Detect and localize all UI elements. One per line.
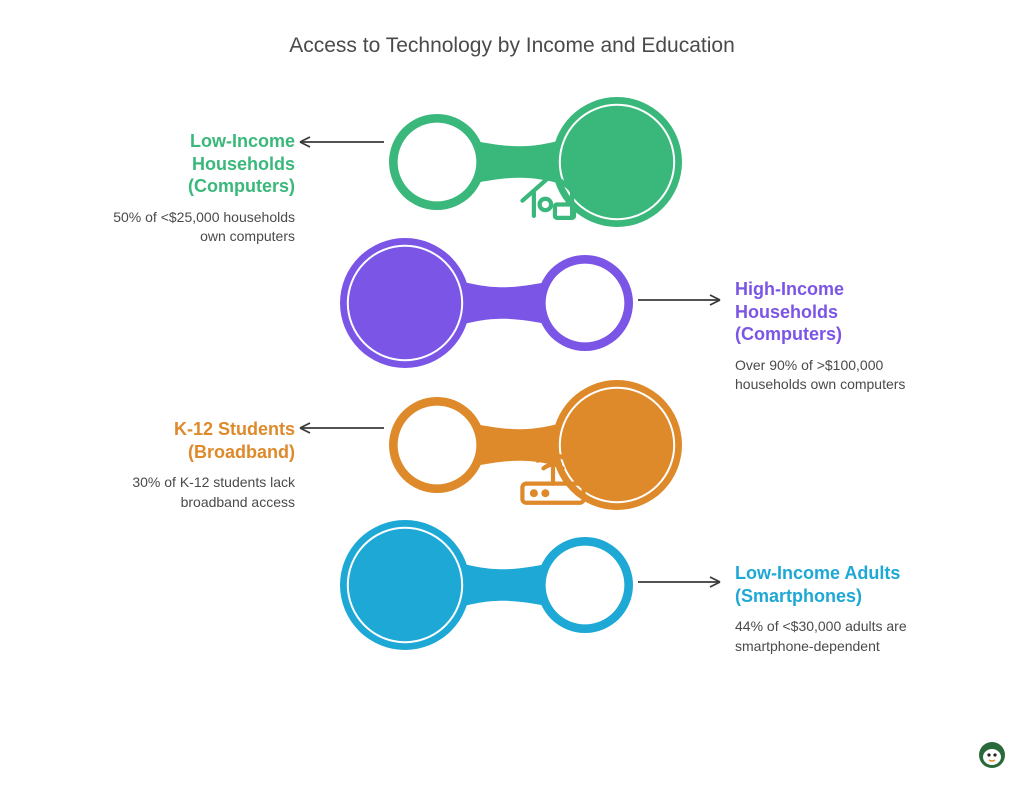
row-low-income-adults: Low-Income Adults (Smartphones) 44% of <…	[0, 0, 1024, 130]
desc-text: 50% of <$25,000 households own computers	[105, 208, 295, 247]
dumbbell-shape-3	[384, 380, 684, 510]
desc-text: Over 90% of >$100,000 households own com…	[735, 356, 925, 395]
label-low-income-households: Low-Income Households (Computers) 50% of…	[105, 130, 295, 247]
label-high-income-households: High-Income Households (Computers) Over …	[735, 278, 925, 395]
heading-text: Low-Income Adults (Smartphones)	[735, 562, 925, 607]
heading-text: K-12 Students (Broadband)	[105, 418, 295, 463]
heading-text: High-Income Households (Computers)	[735, 278, 925, 346]
dumbbell-shape-2	[338, 238, 638, 368]
dumbbell-shape-4	[338, 520, 638, 650]
desc-text: 30% of K-12 students lack broadband acce…	[105, 473, 295, 512]
label-k12-students: K-12 Students (Broadband) 30% of K-12 st…	[105, 418, 295, 512]
logo-icon	[978, 741, 1006, 769]
label-low-income-adults: Low-Income Adults (Smartphones) 44% of <…	[735, 562, 925, 656]
desc-text: 44% of <$30,000 adults are smartphone-de…	[735, 617, 925, 656]
heading-text: Low-Income Households (Computers)	[105, 130, 295, 198]
